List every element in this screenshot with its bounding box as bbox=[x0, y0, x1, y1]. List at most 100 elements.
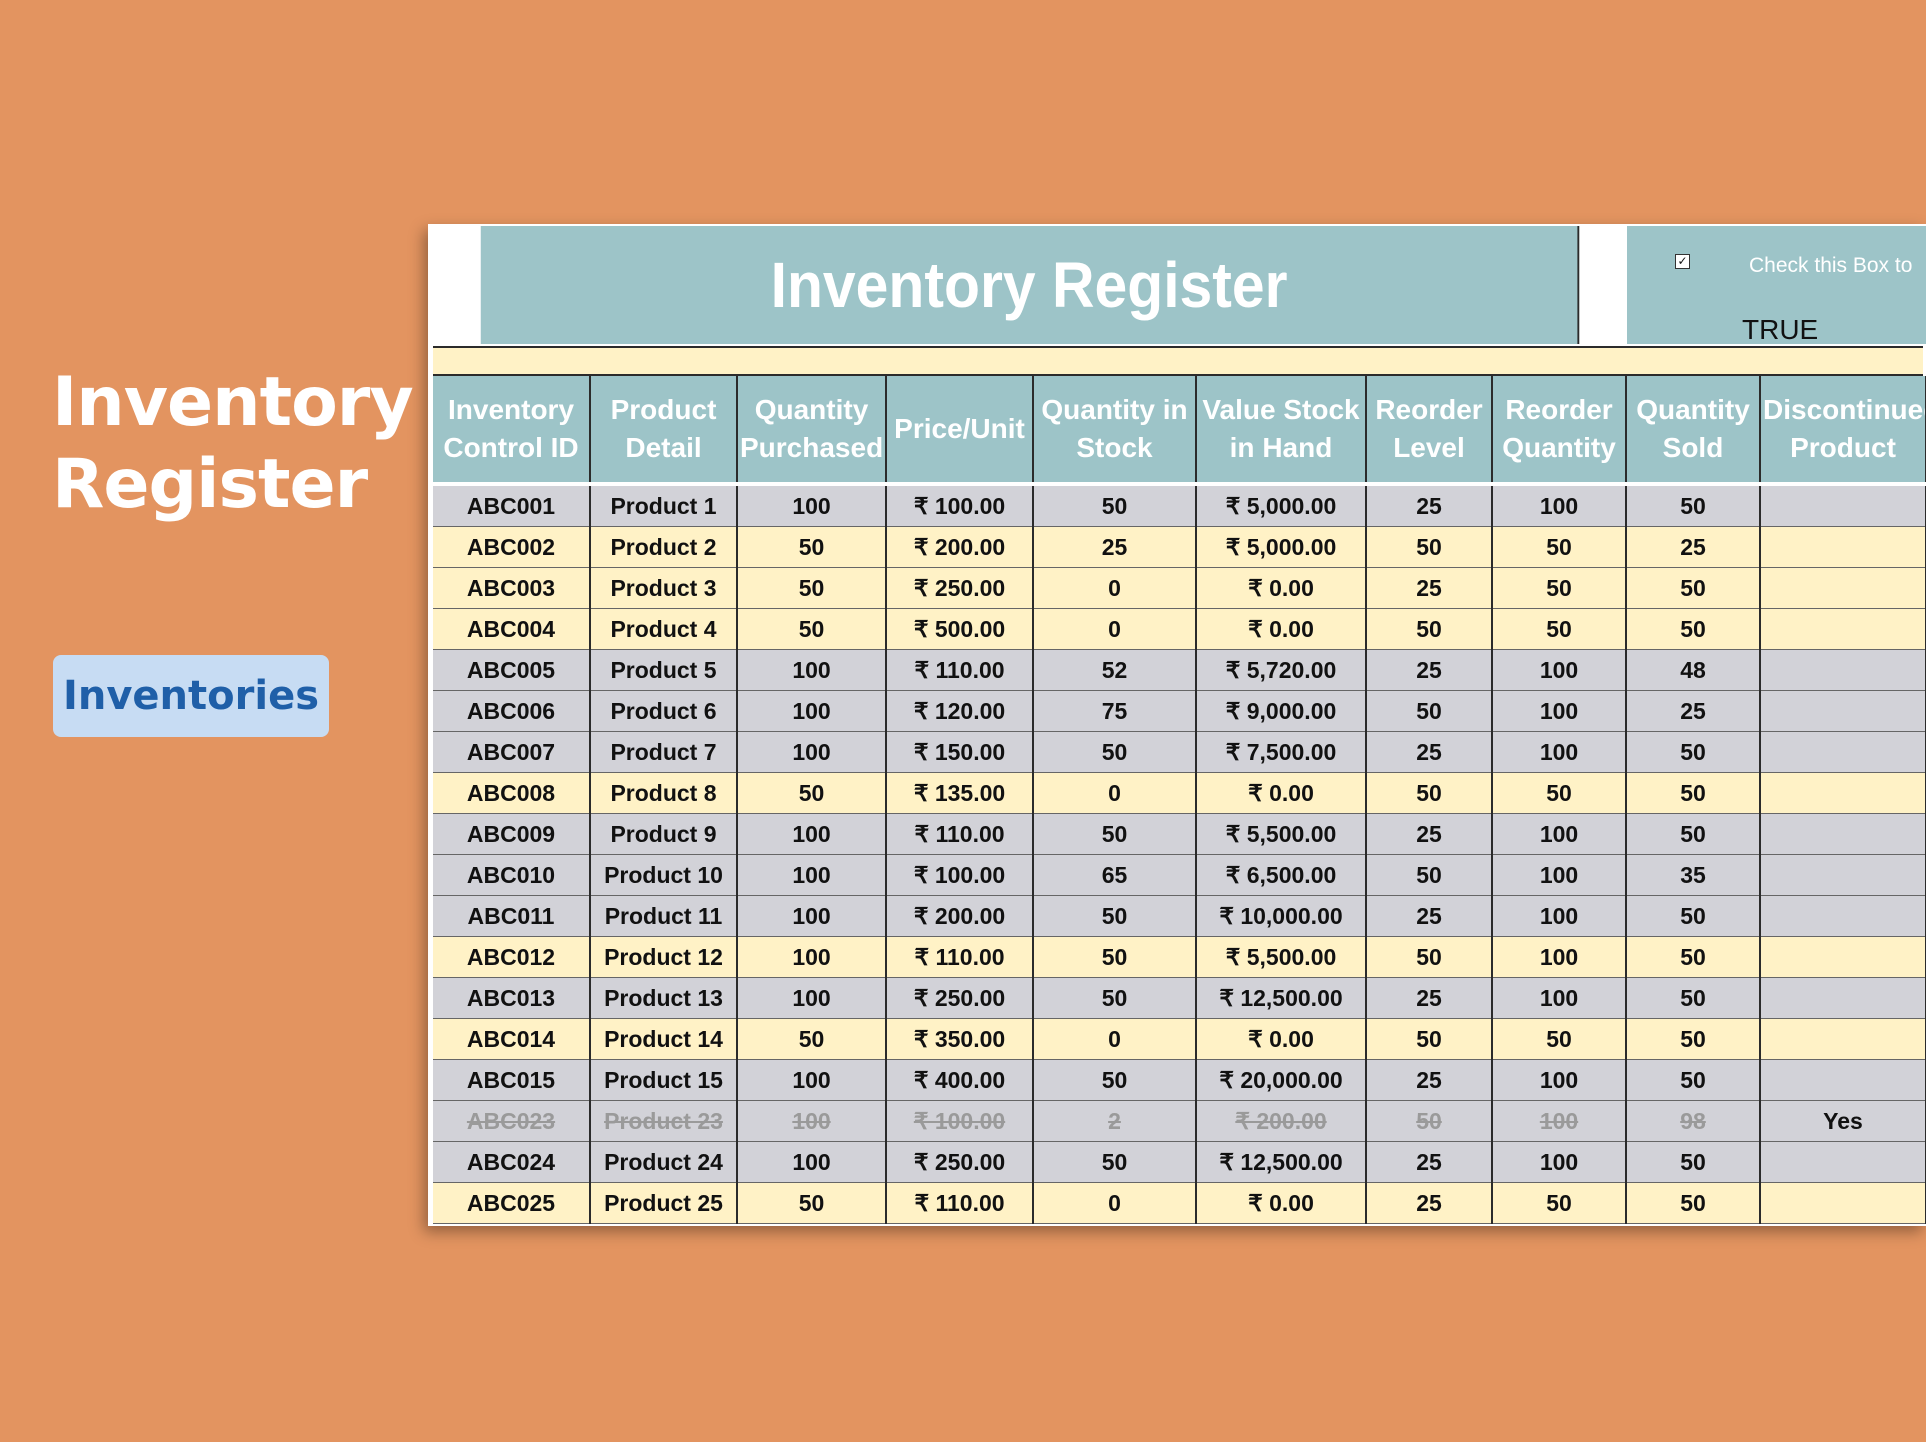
cell-product[interactable]: Product 5 bbox=[590, 649, 738, 691]
cell-qty-stock[interactable]: 0 bbox=[1033, 772, 1197, 814]
cell-product[interactable]: Product 10 bbox=[590, 854, 738, 896]
cell-price[interactable]: ₹ 135.00 bbox=[886, 772, 1034, 814]
cell-discontinued[interactable] bbox=[1760, 1059, 1926, 1101]
column-header[interactable]: Product Detail bbox=[590, 376, 738, 484]
cell-price[interactable]: ₹ 250.00 bbox=[886, 1141, 1034, 1183]
cell-qty-stock[interactable]: 50 bbox=[1033, 482, 1197, 527]
cell-qty-stock[interactable]: 50 bbox=[1033, 813, 1197, 855]
cell-qty-sold[interactable]: 25 bbox=[1626, 526, 1761, 568]
cell-product[interactable]: Product 24 bbox=[590, 1141, 738, 1183]
cell-price[interactable]: ₹ 250.00 bbox=[886, 567, 1034, 609]
cell-qty-stock[interactable]: 50 bbox=[1033, 1059, 1197, 1101]
cell-qty-stock[interactable]: 75 bbox=[1033, 690, 1197, 732]
cell-qty-purchased[interactable]: 100 bbox=[737, 731, 887, 773]
cell-price[interactable]: ₹ 500.00 bbox=[886, 608, 1034, 650]
cell-value[interactable]: ₹ 10,000.00 bbox=[1196, 895, 1367, 937]
cell-discontinued[interactable] bbox=[1760, 690, 1926, 732]
cell-qty-stock[interactable]: 50 bbox=[1033, 731, 1197, 773]
cell-qty-purchased[interactable]: 100 bbox=[737, 1059, 887, 1101]
cell-discontinued[interactable] bbox=[1760, 1182, 1926, 1224]
cell-qty-sold[interactable]: 50 bbox=[1626, 1018, 1761, 1060]
column-header[interactable]: Inventory Control ID bbox=[433, 376, 591, 484]
cell-discontinued[interactable] bbox=[1760, 772, 1926, 814]
cell-price[interactable]: ₹ 400.00 bbox=[886, 1059, 1034, 1101]
cell-price[interactable]: ₹ 110.00 bbox=[886, 1182, 1034, 1224]
cell-qty-purchased[interactable]: 50 bbox=[737, 1182, 887, 1224]
table-row[interactable]: ABC003 Product 3 50 ₹ 250.00 0 ₹ 0.00 25 50 50 bbox=[433, 567, 1926, 609]
cell-reorder-qty[interactable]: 100 bbox=[1492, 895, 1627, 937]
cell-reorder-level[interactable]: 25 bbox=[1366, 977, 1493, 1019]
table-row[interactable]: ABC001 Product 1 100 ₹ 100.00 50 ₹ 5,000.00 25… bbox=[433, 482, 1926, 527]
cell-qty-purchased[interactable]: 100 bbox=[737, 690, 887, 732]
cell-reorder-level[interactable]: 25 bbox=[1366, 482, 1493, 527]
column-header[interactable]: Quantity in Stock bbox=[1033, 376, 1197, 484]
cell-value[interactable]: ₹ 0.00 bbox=[1196, 567, 1367, 609]
cell-reorder-level[interactable]: 50 bbox=[1366, 854, 1493, 896]
table-row[interactable]: ABC014 Product 14 50 ₹ 350.00 0 ₹ 0.00 50 50 50 bbox=[433, 1018, 1926, 1060]
cell-price[interactable]: ₹ 100.00 bbox=[886, 1100, 1034, 1142]
cell-product[interactable]: Product 1 bbox=[590, 482, 738, 527]
cell-inventory-id[interactable]: ABC004 bbox=[433, 608, 591, 650]
table-row[interactable]: ABC015 Product 15 100 ₹ 400.00 50 ₹ 20,000.00… bbox=[433, 1059, 1926, 1101]
cell-reorder-level[interactable]: 50 bbox=[1366, 936, 1493, 978]
table-row[interactable]: ABC008 Product 8 50 ₹ 135.00 0 ₹ 0.00 50 50 50 bbox=[433, 772, 1926, 814]
cell-reorder-level[interactable]: 50 bbox=[1366, 1100, 1493, 1142]
cell-product[interactable]: Product 2 bbox=[590, 526, 738, 568]
cell-qty-sold[interactable]: 50 bbox=[1626, 977, 1761, 1019]
cell-reorder-qty[interactable]: 100 bbox=[1492, 936, 1627, 978]
cell-inventory-id[interactable]: ABC015 bbox=[433, 1059, 591, 1101]
cell-qty-sold[interactable]: 50 bbox=[1626, 772, 1761, 814]
cell-qty-sold[interactable]: 50 bbox=[1626, 895, 1761, 937]
cell-reorder-level[interactable]: 25 bbox=[1366, 1141, 1493, 1183]
cell-value[interactable]: ₹ 12,500.00 bbox=[1196, 977, 1367, 1019]
cell-inventory-id[interactable]: ABC025 bbox=[433, 1182, 591, 1224]
cell-qty-stock[interactable]: 52 bbox=[1033, 649, 1197, 691]
cell-inventory-id[interactable]: ABC003 bbox=[433, 567, 591, 609]
table-row[interactable]: ABC012 Product 12 100 ₹ 110.00 50 ₹ 5,500.00 5… bbox=[433, 936, 1926, 978]
cell-reorder-level[interactable]: 25 bbox=[1366, 649, 1493, 691]
cell-reorder-qty[interactable]: 100 bbox=[1492, 813, 1627, 855]
cell-reorder-qty[interactable]: 50 bbox=[1492, 1182, 1627, 1224]
cell-qty-purchased[interactable]: 100 bbox=[737, 649, 887, 691]
cell-discontinued[interactable] bbox=[1760, 608, 1926, 650]
column-header[interactable]: Reorder Quantity bbox=[1492, 376, 1627, 484]
cell-qty-purchased[interactable]: 50 bbox=[737, 1018, 887, 1060]
cell-value[interactable]: ₹ 12,500.00 bbox=[1196, 1141, 1367, 1183]
cell-value[interactable]: ₹ 5,000.00 bbox=[1196, 482, 1367, 527]
cell-discontinued[interactable]: Yes bbox=[1760, 1100, 1926, 1142]
table-row[interactable]: ABC024 Product 24 100 ₹ 250.00 50 ₹ 12,500.00… bbox=[433, 1141, 1926, 1183]
cell-product[interactable]: Product 4 bbox=[590, 608, 738, 650]
cell-reorder-qty[interactable]: 100 bbox=[1492, 482, 1627, 527]
cell-product[interactable]: Product 8 bbox=[590, 772, 738, 814]
cell-inventory-id[interactable]: ABC009 bbox=[433, 813, 591, 855]
cell-value[interactable]: ₹ 5,500.00 bbox=[1196, 936, 1367, 978]
table-row[interactable]: ABC023 Product 23 100 ₹ 100.00 2 ₹ 200.00 50 10… bbox=[433, 1100, 1926, 1142]
cell-inventory-id[interactable]: ABC001 bbox=[433, 482, 591, 527]
cell-reorder-qty[interactable]: 100 bbox=[1492, 1100, 1627, 1142]
cell-price[interactable]: ₹ 200.00 bbox=[886, 526, 1034, 568]
cell-discontinued[interactable] bbox=[1760, 731, 1926, 773]
column-header[interactable]: Price/Unit bbox=[886, 376, 1034, 484]
cell-value[interactable]: ₹ 6,500.00 bbox=[1196, 854, 1367, 896]
cell-reorder-qty[interactable]: 50 bbox=[1492, 567, 1627, 609]
cell-product[interactable]: Product 25 bbox=[590, 1182, 738, 1224]
table-row[interactable]: ABC025 Product 25 50 ₹ 110.00 0 ₹ 0.00 25 50 50 bbox=[433, 1182, 1926, 1224]
cell-qty-stock[interactable]: 0 bbox=[1033, 1182, 1197, 1224]
cell-discontinued[interactable] bbox=[1760, 649, 1926, 691]
cell-inventory-id[interactable]: ABC005 bbox=[433, 649, 591, 691]
cell-qty-purchased[interactable]: 50 bbox=[737, 567, 887, 609]
category-tag[interactable]: Inventories bbox=[53, 655, 329, 737]
cell-qty-purchased[interactable]: 100 bbox=[737, 977, 887, 1019]
cell-inventory-id[interactable]: ABC008 bbox=[433, 772, 591, 814]
cell-product[interactable]: Product 11 bbox=[590, 895, 738, 937]
cell-qty-sold[interactable]: 50 bbox=[1626, 608, 1761, 650]
column-header[interactable]: Quantity Purchased bbox=[737, 376, 887, 484]
cell-value[interactable]: ₹ 0.00 bbox=[1196, 1182, 1367, 1224]
cell-qty-purchased[interactable]: 100 bbox=[737, 854, 887, 896]
cell-reorder-qty[interactable]: 50 bbox=[1492, 608, 1627, 650]
cell-qty-purchased[interactable]: 50 bbox=[737, 608, 887, 650]
table-row[interactable]: ABC005 Product 5 100 ₹ 110.00 52 ₹ 5,720.00 25… bbox=[433, 649, 1926, 691]
cell-discontinued[interactable] bbox=[1760, 854, 1926, 896]
table-row[interactable]: ABC006 Product 6 100 ₹ 120.00 75 ₹ 9,000.00 50… bbox=[433, 690, 1926, 732]
cell-reorder-level[interactable]: 25 bbox=[1366, 813, 1493, 855]
